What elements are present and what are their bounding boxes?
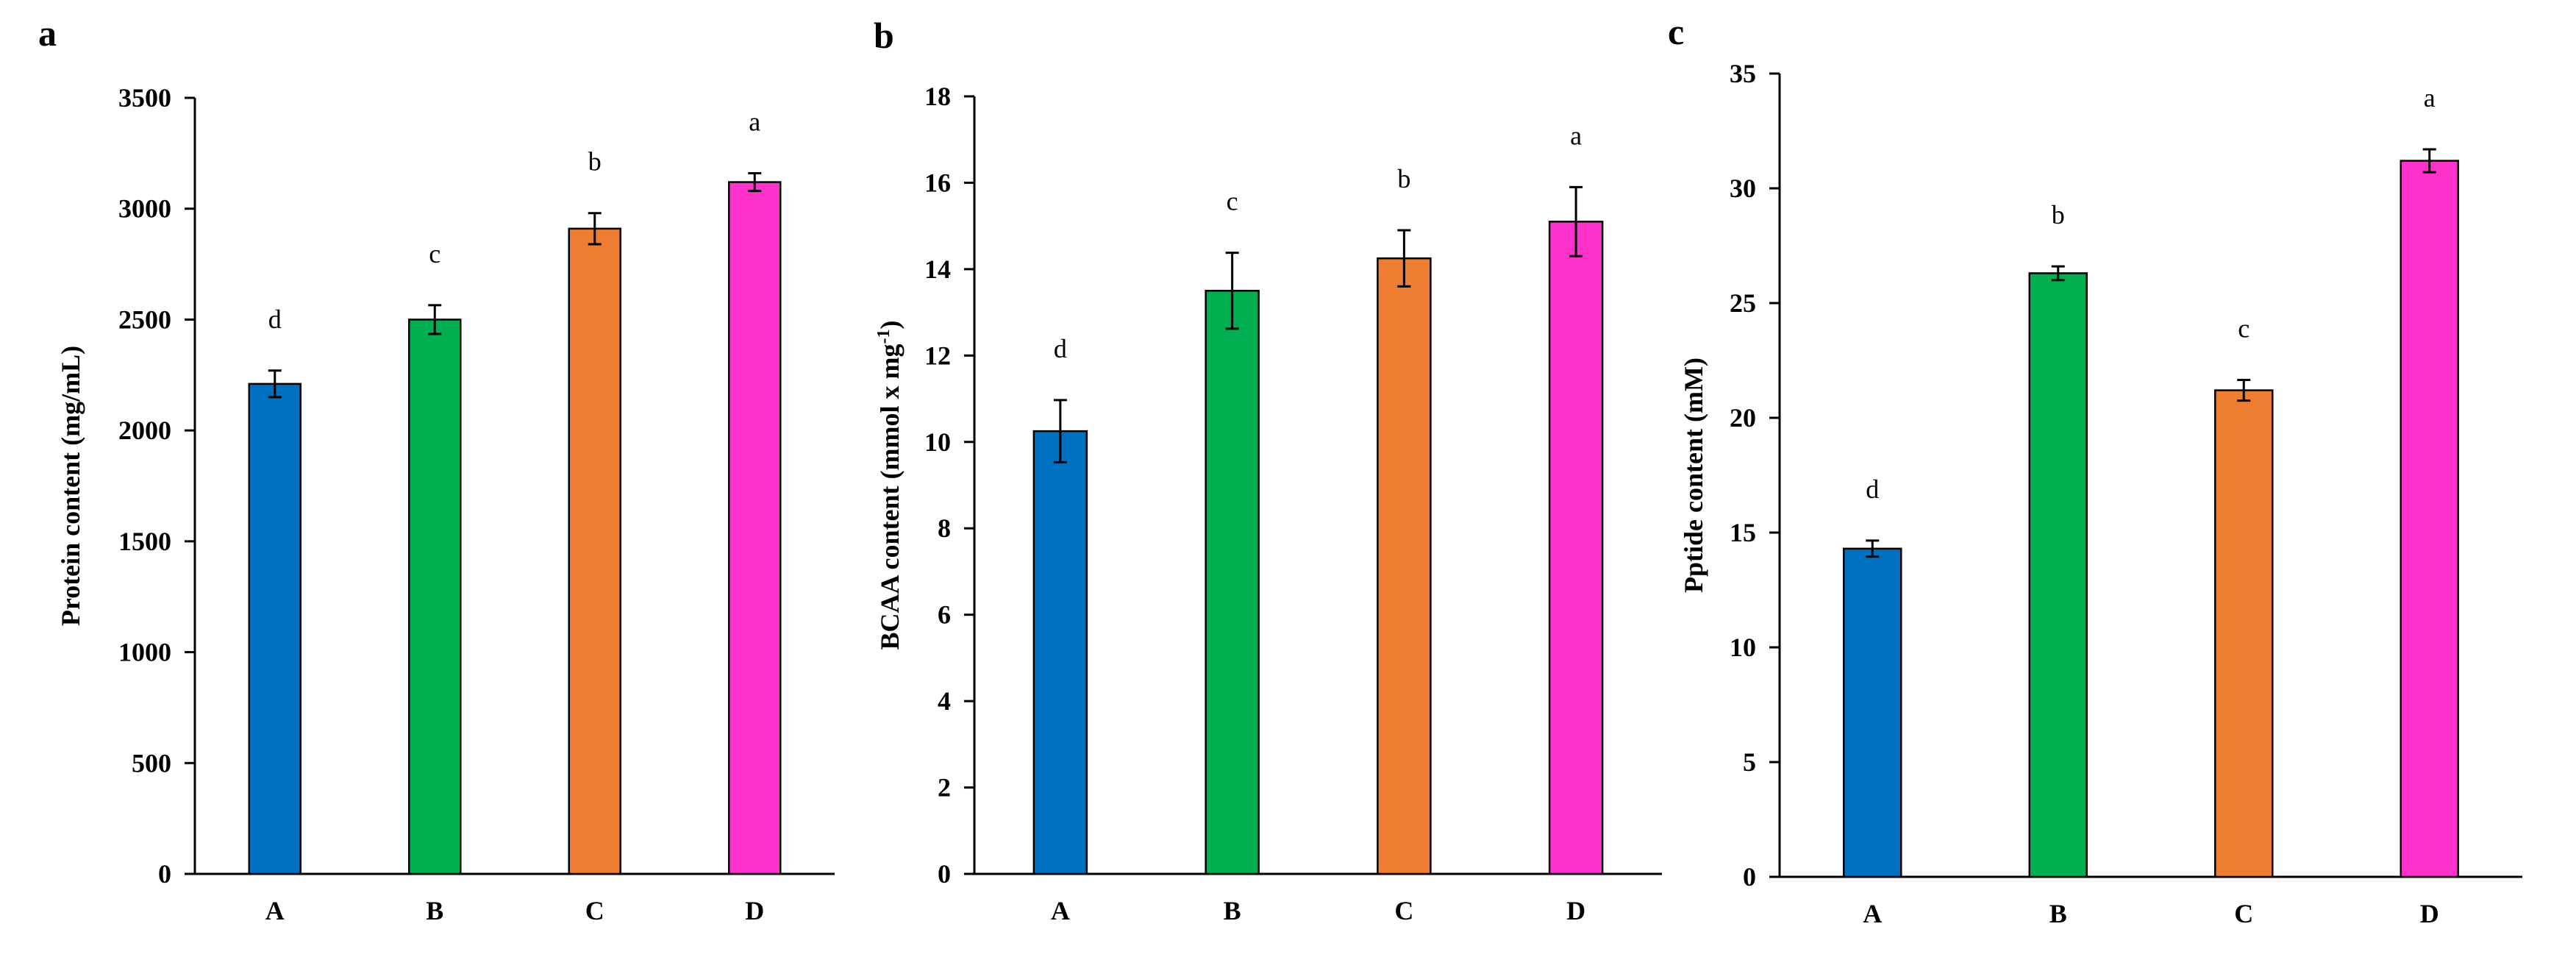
- x-tick-label-D: D: [2420, 899, 2439, 928]
- y-tick-label: 0: [938, 859, 951, 889]
- y-tick-label: 6: [938, 600, 951, 630]
- significance-label-C: b: [588, 147, 602, 177]
- panel-label: b: [874, 15, 894, 56]
- y-axis-title-part: Pptide content (mM): [1679, 358, 1708, 593]
- y-tick-label: 8: [938, 513, 951, 543]
- bar-D: [728, 181, 782, 875]
- significance-label-D: a: [2424, 83, 2436, 113]
- panel-b: b 0 2 4 6 8 10 12 14 16 18 BCAA content (mmol x mg-…: [874, 15, 1662, 925]
- y-tick-label: 15: [1730, 518, 1756, 547]
- y-tick-label: 18: [924, 82, 951, 111]
- y-tick-label: 0: [158, 859, 171, 889]
- significance-label-C: c: [2238, 314, 2249, 344]
- significance-label-A: d: [268, 305, 282, 334]
- bar-A: [1032, 430, 1088, 875]
- bar-D: [2400, 160, 2459, 878]
- y-axis-title: BCAA content (mmol x mg-1): [874, 321, 905, 650]
- x-tick-label-A: A: [1863, 899, 1882, 928]
- y-tick-label: 4: [938, 686, 951, 716]
- x-tick-label-B: B: [426, 896, 443, 925]
- panel-label: c: [1668, 11, 1684, 52]
- y-tick-label: 16: [924, 168, 951, 197]
- panel-label: a: [38, 13, 57, 54]
- significance-label-B: c: [429, 239, 440, 268]
- bar-C: [2214, 389, 2274, 878]
- bar-A: [248, 383, 302, 875]
- y-tick-label: 12: [924, 341, 951, 370]
- y-tick-label: 20: [1730, 403, 1756, 433]
- y-tick-label: 2500: [118, 305, 171, 334]
- panel-a: a 0 500 1000 1500 2000 2500 3000 3500 Protein con…: [38, 13, 835, 925]
- significance-label-C: b: [1397, 164, 1410, 193]
- x-tick-label-A: A: [265, 896, 285, 925]
- x-tick-label-C: C: [585, 896, 604, 925]
- y-tick-label: 10: [924, 427, 951, 457]
- x-tick-label-C: C: [2234, 899, 2253, 928]
- y-tick-label: 0: [1743, 862, 1756, 892]
- bar-C: [568, 227, 621, 875]
- significance-label-D: a: [1570, 121, 1582, 150]
- y-tick-label: 1500: [118, 527, 171, 556]
- bar-C: [1377, 257, 1432, 875]
- significance-label-A: d: [1054, 334, 1067, 363]
- significance-label-D: a: [749, 107, 760, 136]
- bar-B: [1205, 290, 1260, 875]
- y-tick-label: 500: [132, 748, 171, 778]
- x-tick-label-A: A: [1051, 896, 1070, 925]
- y-tick-label: 3000: [118, 194, 171, 224]
- y-tick-label: 2000: [118, 416, 171, 445]
- x-tick-label-D: D: [1566, 896, 1585, 925]
- bar-D: [1548, 221, 1604, 875]
- y-tick-label: 2: [938, 773, 951, 803]
- panel-c: c 0 5 10 15 20 25 30 35 Pptide content (mM) d Ab Bc C…: [1668, 11, 2522, 928]
- x-tick-label-C: C: [1394, 896, 1413, 925]
- y-tick-label: 1000: [118, 638, 171, 667]
- bar-B: [2028, 272, 2088, 878]
- significance-label-B: c: [1227, 187, 1238, 216]
- y-tick-label: 14: [924, 255, 951, 284]
- y-tick-label: 25: [1730, 288, 1756, 318]
- x-tick-label-D: D: [745, 896, 764, 925]
- y-axis-title-part: Protein content (mg/mL): [56, 346, 85, 626]
- y-axis-title: Protein content (mg/mL): [56, 346, 85, 626]
- significance-label-B: b: [2052, 200, 2065, 230]
- x-tick-label-B: B: [1224, 896, 1241, 925]
- y-axis-title-superscript: -1: [874, 330, 893, 344]
- y-tick-label: 3500: [118, 83, 171, 113]
- y-tick-label: 30: [1730, 174, 1756, 203]
- y-axis-title: Pptide content (mM): [1679, 358, 1708, 593]
- significance-label-A: d: [1866, 474, 1879, 504]
- y-axis-title-part: BCAA content (mmol x mg: [875, 344, 905, 650]
- y-axis-title-part: ): [875, 321, 905, 330]
- y-tick-label: 5: [1743, 747, 1756, 777]
- y-tick-label: 35: [1730, 59, 1756, 88]
- x-tick-label-B: B: [2049, 899, 2067, 928]
- bar-A: [1843, 547, 1902, 878]
- bar-B: [408, 319, 462, 875]
- y-tick-label: 10: [1730, 633, 1756, 662]
